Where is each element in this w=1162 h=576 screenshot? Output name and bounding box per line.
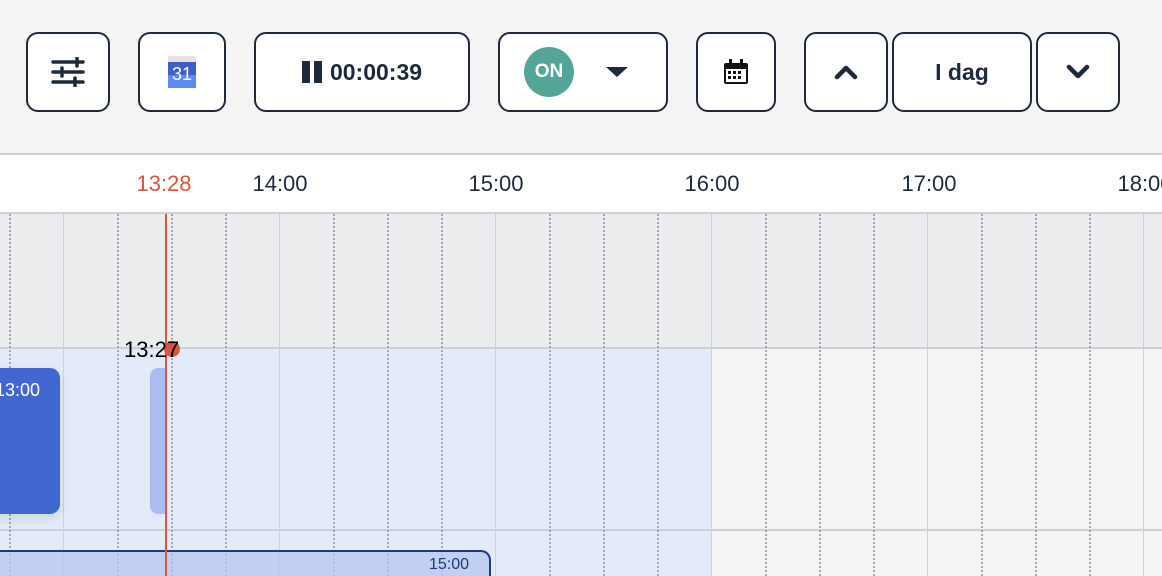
previous-button[interactable] — [804, 32, 888, 112]
quarter-gridline — [549, 214, 551, 576]
toolbar: 31 00:00:39 ON I dag — [0, 0, 1162, 153]
quarter-gridline — [873, 214, 875, 576]
hour-gridline — [495, 214, 496, 576]
next-button[interactable] — [1036, 32, 1120, 112]
date-picker-button[interactable] — [696, 32, 776, 112]
timeline-row[interactable] — [0, 349, 1162, 531]
quarter-gridline — [819, 214, 821, 576]
hour-gridline — [1143, 214, 1144, 576]
quarter-gridline — [387, 214, 389, 576]
status-dropdown[interactable]: ON — [498, 32, 668, 112]
today-button[interactable]: I dag — [892, 32, 1032, 112]
quarter-gridline — [225, 214, 227, 576]
google-calendar-button[interactable]: 31 — [138, 32, 226, 112]
current-time-line — [165, 214, 167, 576]
event-block[interactable]: 15:00 — [0, 550, 491, 576]
quarter-gridline — [657, 214, 659, 576]
quarter-gridline — [603, 214, 605, 576]
quarter-gridline — [981, 214, 983, 576]
hour-label: 17:00 — [901, 171, 957, 196]
timer-value: 00:00:39 — [329, 58, 423, 85]
quarter-gridline — [441, 214, 443, 576]
chevron-down-icon — [1066, 64, 1090, 79]
event-block[interactable]: 13:00 — [0, 368, 60, 514]
timer-button[interactable]: 00:00:39 — [254, 32, 470, 112]
quarter-gridline — [765, 214, 767, 576]
quarter-gridline — [1089, 214, 1091, 576]
quarter-gridline — [171, 214, 173, 576]
quarter-gridline — [333, 214, 335, 576]
hour-label: 18:00 — [1117, 171, 1162, 196]
hour-label: 14:00 — [252, 171, 308, 196]
hour-gridline — [279, 214, 280, 576]
current-time-label: 13:28 — [136, 171, 192, 196]
pause-icon — [301, 61, 322, 83]
draft-event-block[interactable] — [150, 368, 166, 514]
quarter-gridline — [1035, 214, 1037, 576]
timeline: 13:28 14:00 15:00 16:00 17:00 18:00 13:0… — [0, 153, 1162, 576]
google-calendar-icon: 31 — [168, 56, 196, 88]
filter-button[interactable] — [26, 32, 110, 112]
timeline-row[interactable] — [0, 214, 1162, 349]
marker-time-label: 13:27 — [124, 337, 180, 362]
hour-gridline — [711, 214, 712, 576]
sliders-icon — [51, 57, 85, 87]
chevron-up-icon — [834, 65, 858, 80]
hour-gridline — [927, 214, 928, 576]
time-header: 13:28 14:00 15:00 16:00 17:00 18:00 — [0, 155, 1162, 214]
hour-gridline — [63, 214, 64, 576]
current-time-marker — [164, 341, 180, 357]
quarter-gridline — [117, 214, 119, 576]
hour-label: 15:00 — [468, 171, 524, 196]
hour-label: 16:00 — [684, 171, 740, 196]
status-badge: ON — [524, 47, 574, 97]
caret-down-icon — [606, 67, 628, 77]
calendar-icon — [724, 59, 748, 84]
